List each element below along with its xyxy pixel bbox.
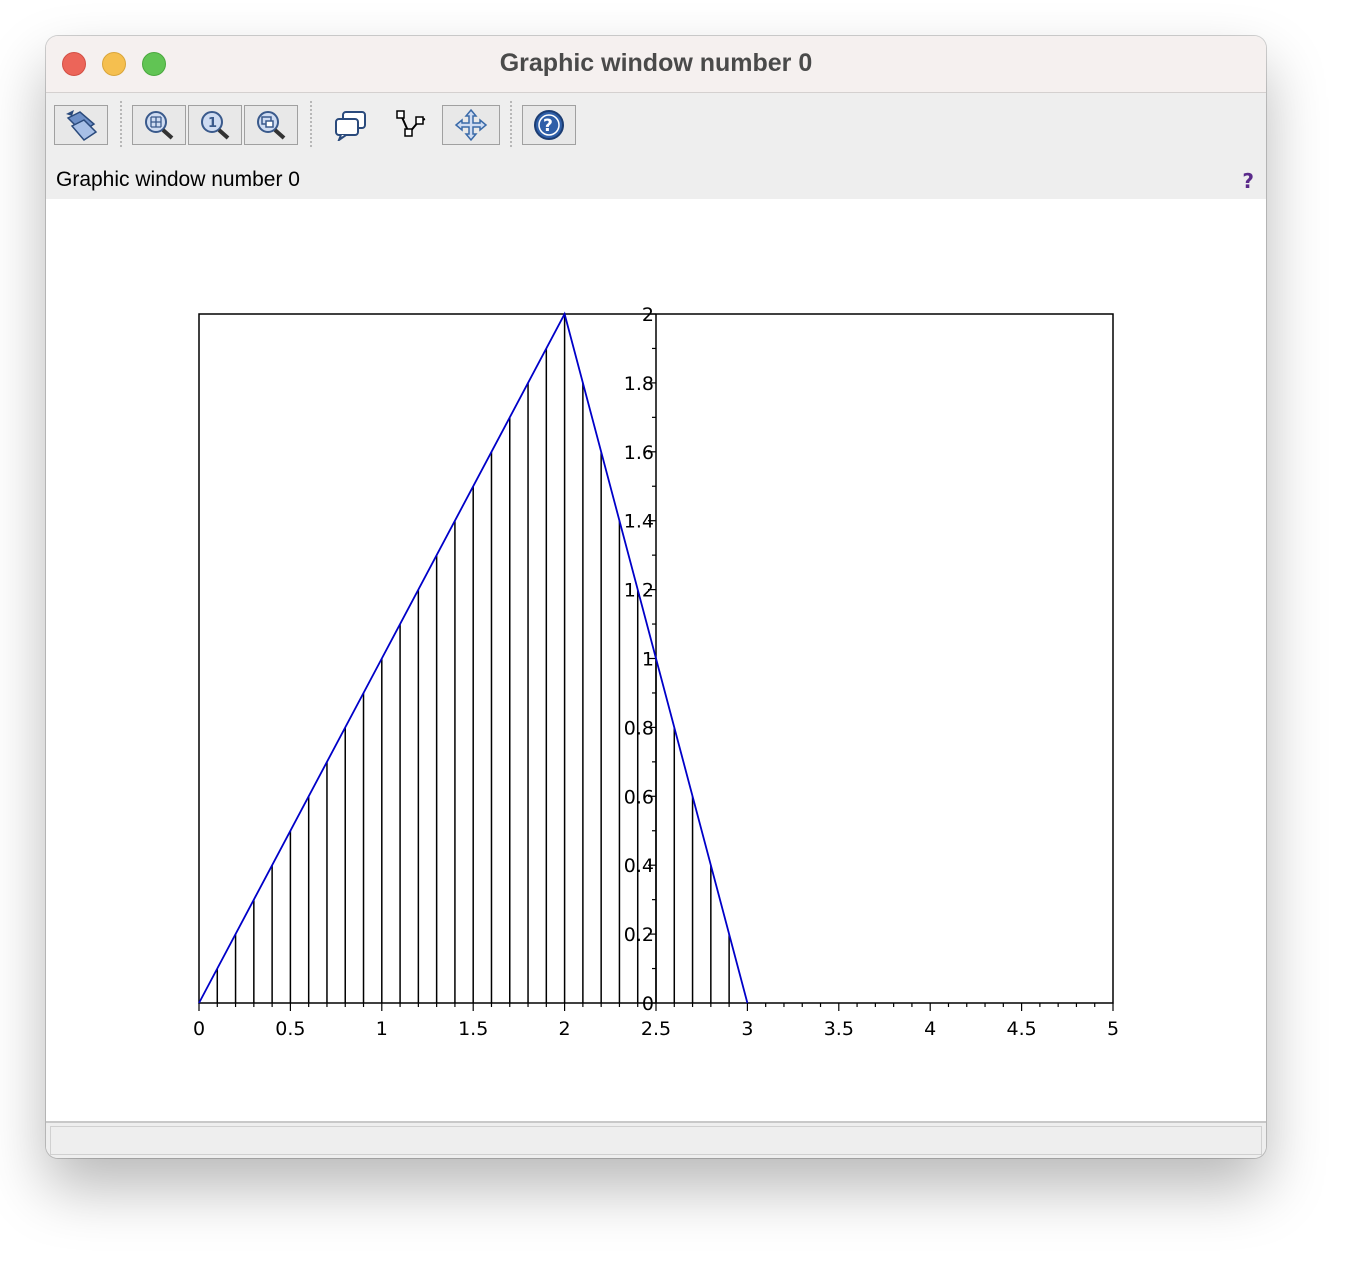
maximize-window-button[interactable] <box>142 52 166 76</box>
info-bar-label: Graphic window number 0 <box>56 168 300 191</box>
y-tick-label: 0.8 <box>624 717 654 739</box>
x-tick-label: 0.5 <box>275 1018 305 1040</box>
y-tick-label: 0.4 <box>624 855 654 877</box>
x-tick-label: 0 <box>193 1018 205 1040</box>
speech-bubbles-icon <box>335 111 366 141</box>
toolbar: 1 <box>46 93 1266 149</box>
zoom-window-icon <box>257 111 286 140</box>
y-tick-label: 1.8 <box>624 373 654 395</box>
info-help-icon[interactable]: ? <box>1242 169 1254 193</box>
y-tick-label: 0.2 <box>624 924 654 946</box>
status-text <box>50 1126 1262 1155</box>
y-tick-label: 1.6 <box>624 442 654 464</box>
x-tick-label: 4.5 <box>1006 1018 1036 1040</box>
zoom-in-button[interactable] <box>132 105 186 145</box>
x-tick-label: 3.5 <box>824 1018 854 1040</box>
y-tick-label: 0.6 <box>624 786 654 808</box>
datatip-button[interactable] <box>324 105 378 145</box>
help-button[interactable]: ? <box>522 105 576 145</box>
x-tick-label: 3 <box>741 1018 753 1040</box>
title-bar[interactable]: Graphic window number 0 <box>46 36 1266 93</box>
zoom-out-button[interactable] <box>244 105 298 145</box>
rotate-icon <box>66 110 98 141</box>
y-tick-label: 0 <box>642 993 654 1015</box>
x-tick-label: 2.5 <box>641 1018 671 1040</box>
x-tick-label: 5 <box>1107 1018 1119 1040</box>
window-title: Graphic window number 0 <box>499 49 813 77</box>
zoom-grid-icon <box>145 111 174 140</box>
graphic-window: Graphic window number 0 1 <box>46 36 1266 1158</box>
move-arrows-icon <box>454 108 488 142</box>
x-tick-label: 4 <box>924 1018 936 1040</box>
x-tick-label: 1 <box>376 1018 388 1040</box>
status-bar <box>46 1121 1266 1158</box>
rotate-tool-button[interactable] <box>54 105 108 145</box>
toolbar-separator <box>120 101 122 147</box>
datatip-edit-button[interactable] <box>384 105 438 145</box>
toolbar-separator <box>310 101 312 147</box>
minimize-window-button[interactable] <box>102 52 126 76</box>
toolbar-separator <box>510 101 512 147</box>
zoom-one-button[interactable]: 1 <box>188 105 242 145</box>
info-bar: Graphic window number 0 ? <box>46 149 1266 199</box>
plot-canvas[interactable]: 0 0.2 0.4 0.6 0.8 1 1.2 1.4 1.6 1.8 2 0 0.5 1 1.5 2 2.5 3… <box>46 199 1266 1121</box>
zoom-one-icon: 1 <box>201 111 230 140</box>
polyline-icon <box>396 110 426 137</box>
x-tick-label: 1.5 <box>458 1018 488 1040</box>
svg-text:?: ? <box>543 116 553 136</box>
pan-button[interactable] <box>442 105 500 145</box>
help-circle-icon: ? <box>534 110 564 140</box>
svg-text:1: 1 <box>208 116 217 131</box>
y-tick-label: 1 <box>642 649 654 671</box>
close-window-button[interactable] <box>62 52 86 76</box>
plot-svg[interactable]: 00.20.40.60.811.21.41.61.820 0.5 1 1.5 2 2.5 3… <box>46 199 1266 1121</box>
y-tick-label: 2 <box>642 304 654 326</box>
x-tick-label: 2 <box>559 1018 571 1040</box>
y-tick-label: 1.4 <box>624 511 654 533</box>
series-line <box>198 311 749 1004</box>
